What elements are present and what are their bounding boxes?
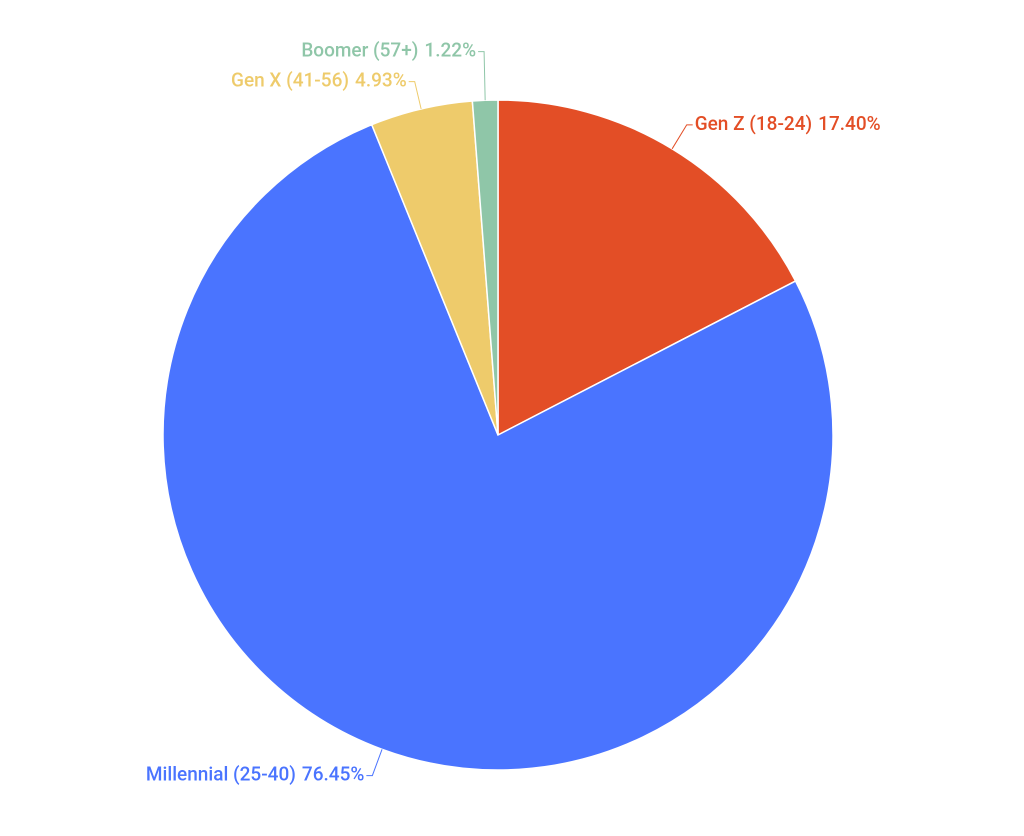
slice-label: Boomer (57+) 1.22% bbox=[301, 39, 476, 62]
category-label: Millennial (25-40) bbox=[146, 763, 296, 786]
pie-slice bbox=[497, 99, 797, 437]
value-label: 17.40% bbox=[818, 112, 880, 135]
category-label: Gen Z (18-24) bbox=[695, 112, 812, 135]
category-label: Gen X (41-56) bbox=[231, 69, 349, 92]
leader-line bbox=[408, 81, 422, 110]
slice-label: Gen Z (18-24) 17.40% bbox=[695, 112, 881, 135]
pie-slice bbox=[162, 123, 834, 771]
value-label: 1.22% bbox=[424, 39, 476, 62]
pie-slice bbox=[471, 99, 499, 436]
leader-line bbox=[366, 749, 383, 777]
value-label: 76.45% bbox=[302, 763, 364, 786]
value-label: 4.93% bbox=[355, 69, 407, 92]
leader-line bbox=[671, 124, 693, 150]
category-label: Boomer (57+) bbox=[301, 39, 418, 62]
leader-line bbox=[478, 51, 486, 101]
slice-label: Gen X (41-56) 4.93% bbox=[231, 69, 407, 92]
slice-label: Millennial (25-40) 76.45% bbox=[146, 763, 364, 786]
